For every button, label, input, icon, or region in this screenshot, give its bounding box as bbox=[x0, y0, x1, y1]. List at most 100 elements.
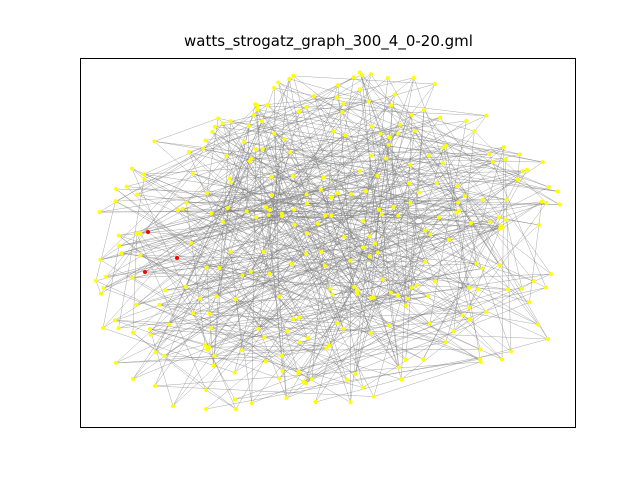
graph-edge bbox=[326, 201, 542, 349]
graph-edge bbox=[264, 318, 471, 338]
graph-edge bbox=[262, 148, 358, 294]
graph-node bbox=[398, 122, 403, 127]
graph-edge bbox=[249, 117, 441, 162]
graph-edge bbox=[186, 202, 560, 205]
graph-edge bbox=[210, 327, 330, 346]
graph-edge bbox=[203, 148, 308, 204]
graph-edge bbox=[209, 131, 475, 314]
graph-edge bbox=[373, 146, 444, 397]
graph-edge bbox=[505, 219, 523, 289]
graph-node bbox=[240, 348, 245, 353]
graph-node bbox=[162, 353, 167, 358]
graph-node bbox=[358, 168, 363, 173]
graph-edge bbox=[506, 219, 539, 226]
graph-node bbox=[301, 379, 306, 384]
graph-edge bbox=[154, 89, 361, 387]
graph-node bbox=[355, 291, 360, 296]
graph-node bbox=[377, 207, 382, 212]
graph-edge bbox=[206, 109, 258, 194]
graph-edge bbox=[126, 130, 334, 187]
graph-node bbox=[296, 369, 301, 374]
graph-edge bbox=[246, 211, 491, 223]
graph-node bbox=[557, 202, 562, 207]
graph-node bbox=[546, 185, 551, 190]
graph-edge bbox=[305, 264, 500, 384]
graph-node bbox=[464, 118, 469, 123]
graph-edge bbox=[115, 188, 309, 338]
graph-node bbox=[496, 215, 501, 220]
graph-edge bbox=[106, 135, 346, 277]
graph-node bbox=[451, 328, 456, 333]
graph-edge bbox=[100, 105, 258, 261]
graph-node bbox=[368, 72, 373, 77]
graph-node bbox=[420, 357, 425, 362]
graph-edge bbox=[457, 186, 535, 282]
graph-node bbox=[212, 353, 217, 358]
graph-edge bbox=[315, 338, 549, 403]
graph-edge bbox=[95, 280, 102, 294]
graph-edge bbox=[144, 176, 272, 273]
graph-edge bbox=[210, 169, 528, 329]
graph-node bbox=[119, 251, 124, 256]
graph-edge bbox=[278, 82, 324, 178]
graph-edge bbox=[149, 328, 206, 346]
graph-node bbox=[272, 131, 277, 136]
graph-edge bbox=[407, 261, 426, 299]
graph-node bbox=[368, 296, 373, 301]
graph-edge bbox=[136, 211, 247, 305]
graph-edge bbox=[282, 348, 327, 357]
graph-edge bbox=[185, 160, 251, 287]
graph-node bbox=[392, 92, 397, 97]
graph-node bbox=[216, 116, 221, 121]
graph-edge bbox=[337, 84, 490, 155]
graph-edge bbox=[424, 230, 530, 303]
graph-node bbox=[364, 189, 369, 194]
graph-node bbox=[248, 269, 253, 274]
graph-edge bbox=[293, 75, 435, 85]
graph-node bbox=[232, 370, 237, 375]
graph-edge bbox=[219, 251, 231, 269]
graph-node bbox=[255, 103, 260, 108]
graph-node bbox=[443, 340, 448, 345]
graph-edge bbox=[336, 97, 380, 210]
graph-node bbox=[291, 73, 296, 78]
graph-edge bbox=[443, 146, 481, 362]
graph-edge bbox=[262, 148, 321, 190]
graph-node bbox=[104, 274, 109, 279]
graph-edge bbox=[457, 186, 501, 229]
graph-node bbox=[348, 192, 353, 197]
graph-node bbox=[342, 234, 347, 239]
graph-node bbox=[371, 394, 376, 399]
graph-edge bbox=[235, 298, 399, 368]
graph-node bbox=[124, 184, 129, 189]
graph-edge bbox=[172, 345, 206, 407]
graph-edge bbox=[132, 225, 502, 380]
graph-edge bbox=[132, 332, 237, 410]
graph-edge bbox=[337, 193, 355, 287]
graph-node bbox=[309, 377, 314, 382]
graph-node bbox=[198, 296, 203, 301]
graph-node bbox=[432, 279, 437, 284]
graph-node bbox=[97, 210, 102, 215]
graph-edge bbox=[204, 345, 236, 400]
graph-node bbox=[313, 400, 318, 405]
graph-node bbox=[297, 315, 302, 320]
graph-edge bbox=[289, 78, 322, 253]
graph-edge bbox=[242, 275, 481, 360]
graph-node bbox=[304, 251, 309, 256]
graph-node bbox=[130, 330, 135, 335]
graph-node bbox=[180, 206, 185, 211]
graph-node bbox=[366, 99, 371, 104]
graph-edge bbox=[501, 147, 505, 360]
graph-node bbox=[358, 87, 363, 92]
graph-edge bbox=[230, 251, 509, 290]
graph-edge bbox=[286, 302, 530, 399]
graph-node bbox=[211, 363, 216, 368]
graph-edge bbox=[103, 288, 283, 357]
graph-node bbox=[368, 330, 373, 335]
graph-edge bbox=[250, 103, 344, 272]
graph-edge bbox=[453, 131, 475, 332]
graph-node bbox=[319, 250, 324, 255]
graph-node bbox=[480, 197, 485, 202]
graph-node bbox=[368, 153, 373, 158]
